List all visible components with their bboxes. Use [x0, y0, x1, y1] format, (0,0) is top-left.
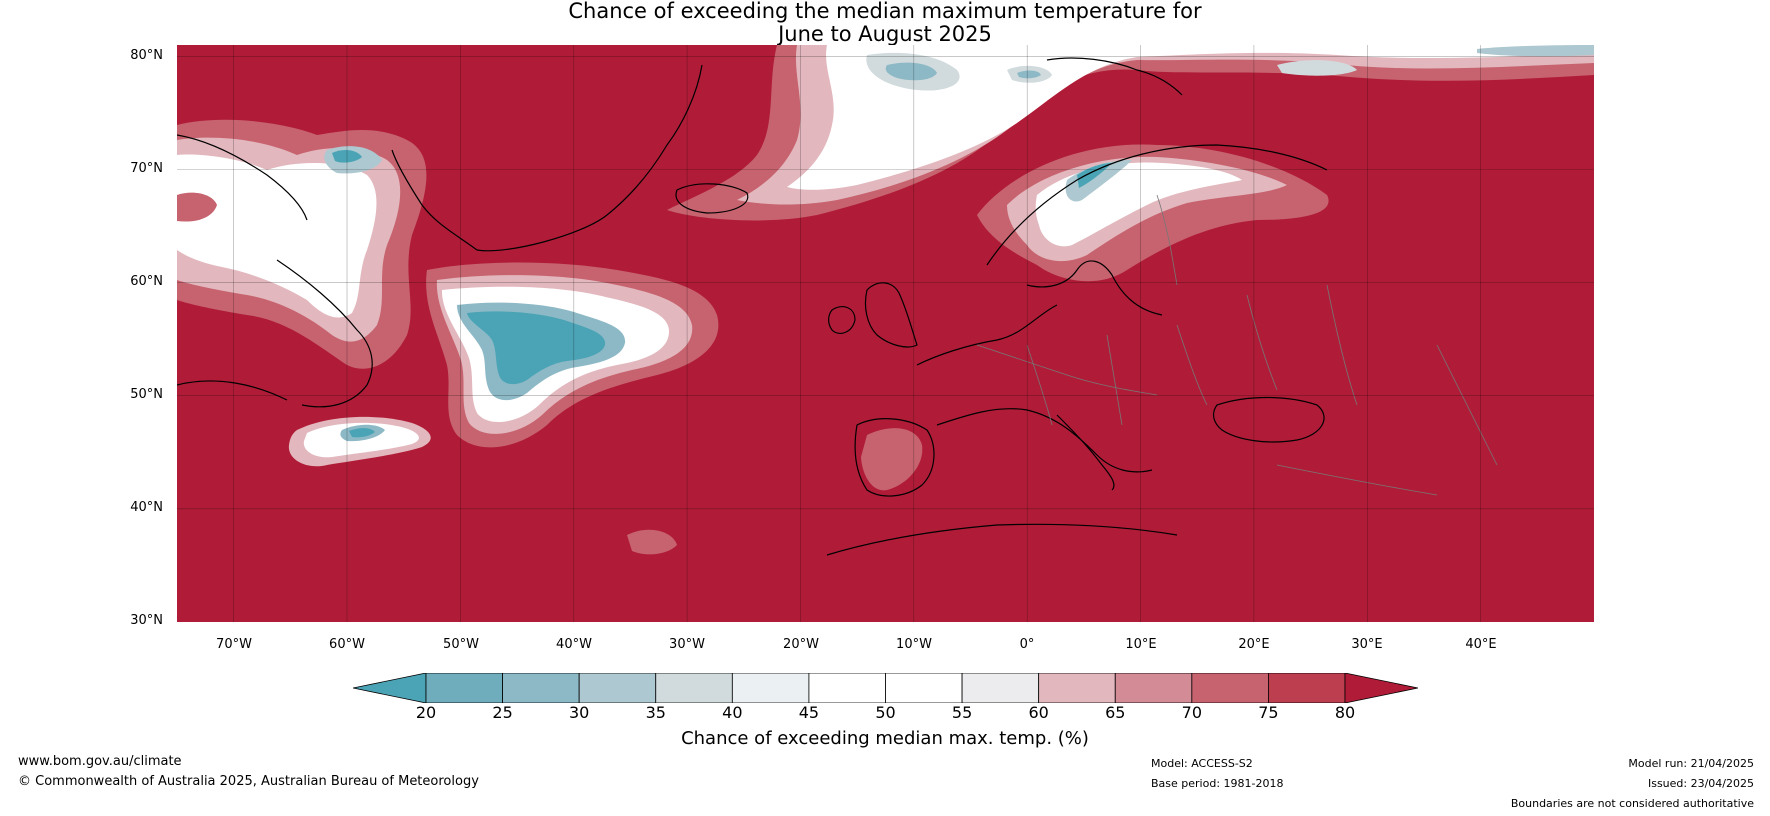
lat-label-30n: 30°N	[130, 613, 163, 628]
colorbar-segment	[1038, 672, 1116, 704]
country-borders	[976, 194, 1498, 496]
issued-text: Issued: 23/04/2025	[1647, 777, 1754, 790]
colorbar-segment	[425, 672, 503, 704]
model-run-text: Model run: 21/04/2025	[1628, 757, 1754, 770]
colorbar-tick-label: 55	[951, 703, 973, 722]
colorbar-tick-label: 25	[492, 703, 513, 722]
map-canvas	[177, 45, 1594, 622]
colorbar-segment	[1268, 672, 1346, 704]
lon-label-20e: 20°E	[1238, 637, 1270, 652]
colorbar-tick-label: 50	[875, 703, 896, 722]
lon-label-50w: 50°W	[443, 637, 479, 652]
lat-label-60n: 60°N	[130, 274, 163, 289]
website-text: www.bom.gov.au/climate	[18, 754, 182, 769]
map-gridlines	[177, 45, 1594, 622]
lon-label-30w: 30°W	[669, 637, 705, 652]
arctic-near-normal-band	[667, 45, 1594, 221]
lon-label-40e: 40°E	[1465, 637, 1497, 652]
colorbar-tick-label: 45	[798, 703, 820, 722]
lon-label-40w: 40°W	[556, 637, 592, 652]
lon-label-60w: 60°W	[329, 637, 365, 652]
lat-label-40n: 40°N	[130, 500, 163, 515]
colorbar-segment	[1114, 672, 1193, 704]
map-title: Chance of exceeding the median maximum t…	[0, 0, 1770, 46]
mid-atlantic-cool-patch	[426, 262, 719, 448]
lon-label-10w: 10°W	[896, 637, 932, 652]
colorbar-segment	[885, 672, 963, 704]
colorbar-tick-label: 35	[645, 703, 666, 722]
colorbar-under-arrow	[352, 672, 427, 704]
colorbar-tick-label: 75	[1258, 703, 1279, 722]
colorbar-tick-label: 80	[1334, 703, 1356, 722]
colorbar	[352, 672, 1419, 704]
lon-label-20w: 20°W	[783, 637, 819, 652]
baffin-labrador-near-normal	[177, 119, 427, 369]
colorbar-tick-label: 65	[1105, 703, 1126, 722]
colorbar-tick-label: 40	[722, 703, 743, 722]
colorbar-tick-label: 30	[568, 703, 590, 722]
lat-label-70n: 70°N	[130, 161, 163, 176]
base-period-text: Base period: 1981-2018	[1151, 777, 1284, 790]
colorbar-segment	[655, 672, 733, 704]
coastlines	[177, 57, 1328, 556]
colorbar-over-arrow	[1344, 672, 1419, 704]
lat-label-80n: 80°N	[130, 48, 163, 63]
lon-label-0: 0°	[1019, 637, 1035, 652]
copyright-text: © Commonwealth of Australia 2025, Austra…	[18, 774, 479, 789]
lon-label-30e: 30°E	[1351, 637, 1383, 652]
lon-label-10e: 10°E	[1125, 637, 1157, 652]
colorbar-segment	[961, 672, 1040, 704]
scandinavia-cool-patch	[977, 144, 1329, 282]
forecast-map	[177, 45, 1594, 622]
colorbar-segment	[502, 672, 580, 704]
lat-label-50n: 50°N	[130, 387, 163, 402]
iberia-patch	[627, 428, 923, 555]
lon-label-70w: 70°W	[216, 637, 252, 652]
disclaimer-text: Boundaries are not considered authoritat…	[1510, 797, 1754, 810]
colorbar-segment	[578, 672, 657, 704]
colorbar-tick-label: 20	[415, 703, 437, 722]
colorbar-label: Chance of exceeding median max. temp. (%…	[681, 728, 1089, 749]
title-line-1: Chance of exceeding the median maximum t…	[568, 0, 1202, 23]
colorbar-segment	[1191, 672, 1269, 704]
colorbar-segment	[808, 672, 886, 704]
colorbar-segment	[731, 672, 810, 704]
nova-scotia-cool-patch	[288, 416, 431, 467]
colorbar-tick-label: 70	[1181, 703, 1202, 722]
title-line-2: June to August 2025	[778, 22, 992, 46]
model-text: Model: ACCESS-S2	[1151, 757, 1253, 770]
colorbar-svg	[352, 672, 1419, 704]
colorbar-tick-label: 60	[1028, 703, 1049, 722]
